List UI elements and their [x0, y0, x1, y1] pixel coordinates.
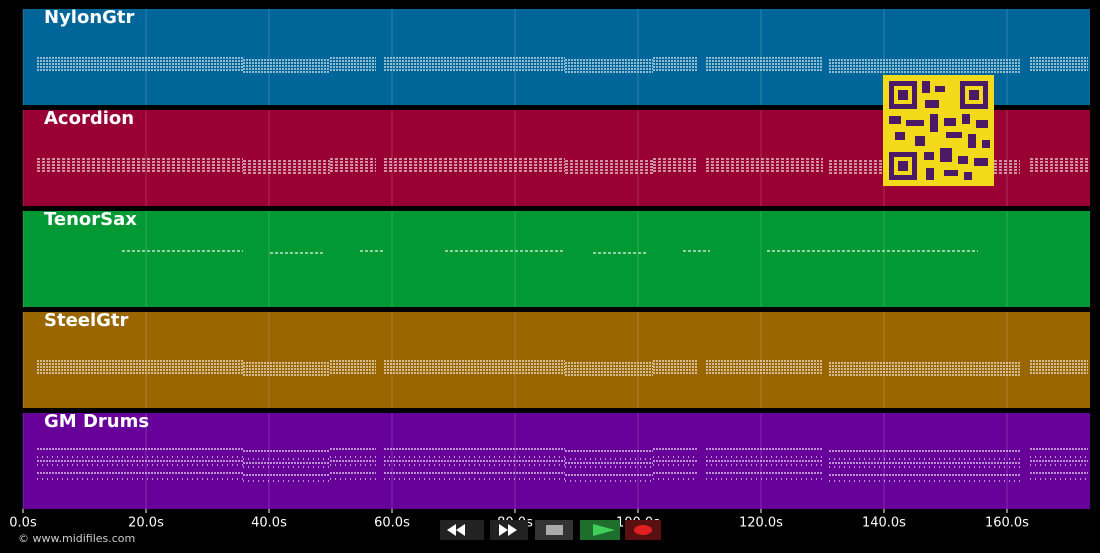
rewind-button[interactable]	[440, 520, 484, 540]
transport-controls	[440, 520, 661, 540]
play-button[interactable]	[580, 520, 620, 540]
track-lane	[23, 312, 1090, 408]
tick-label: 120.0s	[739, 516, 783, 531]
tick-label: 160.0s	[985, 516, 1029, 531]
track-lane	[23, 211, 1090, 307]
copyright: © www.midifiles.com	[18, 532, 135, 545]
track-name: Acordion	[44, 108, 134, 129]
qr-code	[883, 75, 994, 186]
track-name: TenorSax	[44, 209, 137, 230]
track-name: NylonGtr	[44, 7, 135, 28]
track-name: GM Drums	[44, 411, 149, 432]
track-name: SteelGtr	[44, 310, 129, 331]
tick-label: 140.0s	[862, 516, 906, 531]
tick-label: 60.0s	[374, 516, 410, 531]
fast-forward-button[interactable]	[490, 520, 528, 540]
stop-button[interactable]	[535, 520, 573, 540]
tick-label: 20.0s	[128, 516, 164, 531]
tracks: NylonGtr Acordion TenorSax SteelGtr GM Drums	[22, 7, 1090, 509]
record-button[interactable]	[625, 520, 661, 540]
tick-label: 0.0s	[9, 516, 37, 531]
tick-label: 40.0s	[251, 516, 287, 531]
